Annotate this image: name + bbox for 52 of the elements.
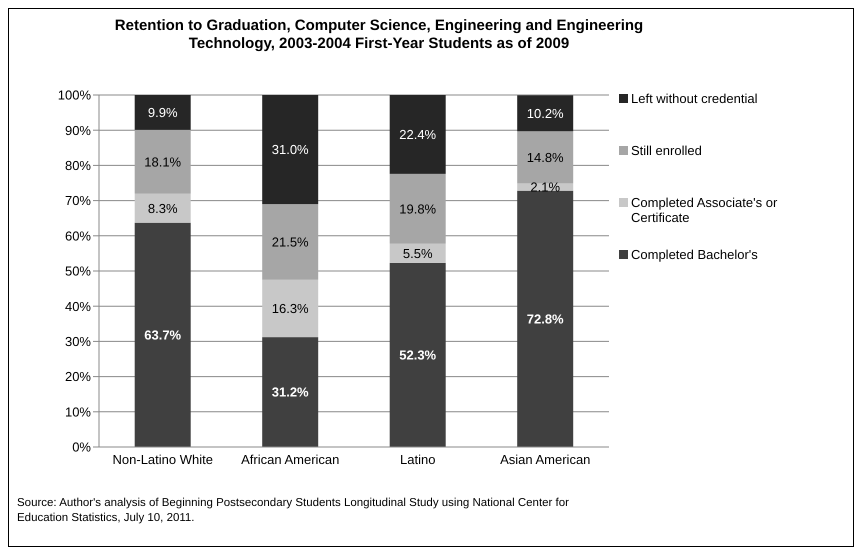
x-tick-label: African American	[241, 452, 340, 468]
x-tick-label: Asian American	[500, 452, 590, 468]
data-label: 5.5%	[402, 246, 433, 261]
y-tick-label: 80%	[64, 158, 92, 174]
legend-label: Completed Bachelor's	[631, 247, 759, 262]
data-label: 19.8%	[399, 201, 437, 216]
data-label: 22.4%	[399, 127, 437, 142]
data-label: 52.3%	[399, 348, 437, 363]
y-tick-label: 60%	[64, 228, 92, 244]
source-note: Source: Author's analysis of Beginning Postsecondary Students Longitudinal Study using National Center for Education Statistics, July 10, 2011.	[17, 496, 570, 526]
x-tick-label: Latino	[400, 452, 436, 468]
data-label: 10.2%	[526, 106, 564, 121]
y-tick-label: 10%	[64, 404, 92, 420]
data-label: 63.7%	[144, 328, 182, 343]
bar	[262, 280, 318, 338]
y-tick-label: 90%	[64, 122, 92, 138]
legend-label: Completed Associate's or Certificate	[631, 195, 778, 225]
y-tick-label: 50%	[64, 264, 92, 279]
chart-title: Retention to Graduation, Computer Science, Engineering and Engineering Technology, 2003-2004 First-Year Students as of 2009	[114, 17, 644, 53]
x-tick-label: Non-Latino White	[112, 452, 213, 468]
legend-label: Left without credential	[631, 91, 758, 106]
data-label: 31.0%	[272, 142, 310, 158]
bar	[390, 95, 446, 174]
bar	[262, 337, 318, 447]
y-tick-label: 0%	[72, 440, 92, 455]
legend-label: Still enrolled	[631, 143, 703, 158]
bar	[517, 131, 574, 184]
y-tick-label: 70%	[64, 193, 92, 208]
bar	[134, 130, 191, 194]
y-tick-label: 20%	[64, 369, 92, 384]
data-label: 31.2%	[272, 384, 310, 400]
bar	[390, 244, 446, 263]
bar	[390, 174, 446, 244]
data-label: 21.5%	[272, 234, 310, 250]
data-label: 16.3%	[272, 301, 310, 316]
y-tick-label: 30%	[64, 334, 92, 350]
data-label: 72.8%	[526, 311, 564, 326]
bar	[134, 194, 191, 223]
data-label: 14.8%	[526, 150, 564, 165]
bar	[262, 204, 318, 280]
bar	[390, 262, 446, 447]
data-label: 2.1%	[530, 180, 560, 195]
data-label: 9.9%	[148, 105, 178, 120]
bar	[134, 222, 191, 447]
data-label: 18.1%	[144, 154, 182, 170]
data-label: 8.3%	[148, 200, 178, 216]
y-tick-label: 100%	[58, 88, 92, 103]
bar	[134, 95, 191, 130]
bar	[262, 95, 318, 204]
bar	[517, 190, 574, 447]
y-tick-label: 40%	[64, 298, 92, 314]
bar	[517, 95, 574, 132]
